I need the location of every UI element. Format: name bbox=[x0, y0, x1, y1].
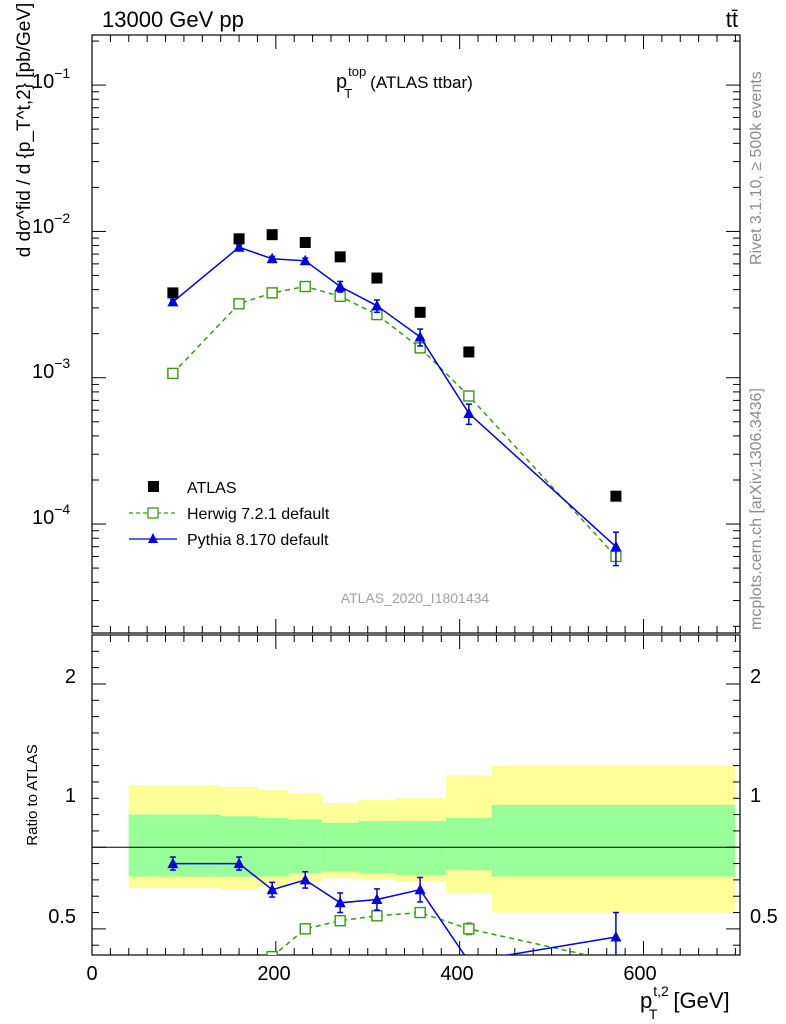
legend-marker-atlas bbox=[148, 481, 159, 492]
legend-label-atlas: ATLAS bbox=[187, 480, 237, 497]
main-pythia-point-3 bbox=[299, 254, 311, 266]
source-label: mcplots.cern.ch [arXiv:1306.3436] bbox=[748, 388, 765, 630]
main-pythia-point-0 bbox=[167, 295, 179, 307]
ratio-y-tick-label-2: 2 bbox=[65, 666, 76, 688]
main-herwig-point-2 bbox=[266, 287, 278, 299]
x-axis-label: pt,2 T[GeV] bbox=[640, 983, 730, 1022]
ratio-y-axis-label: Ratio to ATLAS bbox=[24, 744, 41, 845]
main-pythia-point-5 bbox=[371, 299, 383, 311]
main-pythia-point-2 bbox=[266, 252, 278, 264]
process-label: tt̄ bbox=[726, 7, 738, 32]
plot-title: ptop T(ATLAS ttbar) bbox=[336, 64, 473, 101]
ratio-y-tick-label-0.5: 0.5 bbox=[48, 906, 76, 928]
ratio-y-tick-label-1-right: 1 bbox=[750, 785, 761, 807]
band-inner-6 bbox=[395, 821, 446, 875]
ratio-panel-frame bbox=[91, 634, 741, 956]
x-tick-label-400: 400 bbox=[440, 963, 473, 985]
legend: ATLAS Herwig 7.2.1 default Pythia 8.170 … bbox=[129, 480, 330, 549]
ratio-herwig-point-6 bbox=[611, 957, 621, 967]
ratio-series-group bbox=[167, 856, 622, 967]
main-series-group bbox=[167, 229, 622, 567]
main-atlas-point-7 bbox=[463, 346, 475, 358]
ratio-herwig-point-1 bbox=[299, 923, 311, 935]
ratio-pythia-point-0 bbox=[167, 857, 179, 869]
main-atlas-point-0 bbox=[167, 287, 179, 299]
main-pythia-point-1 bbox=[233, 241, 245, 252]
main-herwig-point-0 bbox=[167, 367, 179, 380]
main-atlas-point-6 bbox=[414, 306, 426, 318]
ratio-y-tick-label-2-right: 2 bbox=[750, 666, 761, 688]
analysis-label: ATLAS_2020_I1801434 bbox=[341, 590, 490, 606]
main-y-axis-label: d dσ^fid / d {p_T^t,2} [pb/GeV] bbox=[14, 3, 35, 258]
main-pythia-point-7 bbox=[463, 407, 475, 418]
ratio-herwig-point-0 bbox=[266, 950, 278, 955]
ratio-uncertainty-bands bbox=[92, 765, 740, 913]
x-tick-label-200: 200 bbox=[257, 963, 290, 985]
main-herwig-point-7 bbox=[463, 390, 475, 402]
main-atlas-point-1 bbox=[233, 233, 245, 245]
main-herwig-point-1 bbox=[233, 298, 245, 310]
main-axis-ticks bbox=[91, 35, 740, 633]
x-tick-label-600: 600 bbox=[623, 963, 656, 985]
y-tick-label-1e-3: 10−3 bbox=[32, 355, 70, 383]
x-tick-label-0: 0 bbox=[86, 963, 97, 985]
main-herwig-point-4 bbox=[334, 290, 346, 303]
main-atlas-point-8 bbox=[610, 490, 622, 502]
ratio-pythia-point-8 bbox=[610, 931, 622, 942]
ratio-herwig-point-2 bbox=[334, 915, 346, 927]
main-atlas-point-5 bbox=[371, 272, 383, 284]
main-herwig-point-3 bbox=[299, 280, 311, 293]
band-inner-8 bbox=[491, 804, 736, 877]
main-pythia-point-4 bbox=[334, 280, 346, 292]
main-atlas-point-4 bbox=[334, 251, 346, 263]
ratio-y-tick-label-1: 1 bbox=[65, 785, 76, 807]
y-tick-label-1e-2: 10−2 bbox=[32, 210, 70, 238]
ratio-axis-ticks bbox=[91, 634, 740, 955]
main-atlas-point-3 bbox=[299, 236, 311, 248]
legend-marker-pythia bbox=[148, 533, 158, 543]
ratio-herwig-line bbox=[272, 911, 591, 955]
main-pythia-point-6 bbox=[414, 330, 426, 342]
legend-label-pythia: Pythia 8.170 default bbox=[187, 532, 329, 549]
ratio-herwig-point-5 bbox=[463, 923, 475, 935]
ratio-herwig-point-4 bbox=[414, 906, 426, 919]
ratio-pythia-point-5 bbox=[371, 893, 383, 904]
ratio-y-tick-label-0.5-right: 0.5 bbox=[750, 906, 778, 928]
band-inner-7 bbox=[445, 817, 492, 871]
legend-marker-herwig bbox=[147, 507, 159, 519]
band-inner-3 bbox=[288, 819, 322, 874]
energy-label: 13000 GeV pp bbox=[102, 7, 244, 32]
main-pythia-point-8 bbox=[610, 540, 622, 552]
rivet-label: Rivet 3.1.10, ≥ 500k events bbox=[748, 71, 765, 265]
main-pythia-line bbox=[172, 246, 617, 548]
y-tick-label-1e-1: 10−1 bbox=[32, 65, 70, 93]
y-tick-label-1e-4: 10−4 bbox=[32, 501, 70, 529]
ratio-pythia-point-3 bbox=[299, 873, 311, 885]
main-atlas-point-2 bbox=[266, 229, 278, 241]
ratio-pythia-point-6 bbox=[414, 883, 426, 895]
ratio-pythia-point-2 bbox=[266, 883, 278, 895]
main-y-tick-labels: 10−1 10−2 10−3 10−4 bbox=[32, 65, 70, 529]
ratio-pythia-point-1 bbox=[233, 857, 245, 869]
legend-label-herwig: Herwig 7.2.1 default bbox=[187, 506, 330, 523]
ratio-herwig-point-3 bbox=[371, 910, 383, 922]
ratio-pythia-point-4 bbox=[334, 896, 346, 908]
